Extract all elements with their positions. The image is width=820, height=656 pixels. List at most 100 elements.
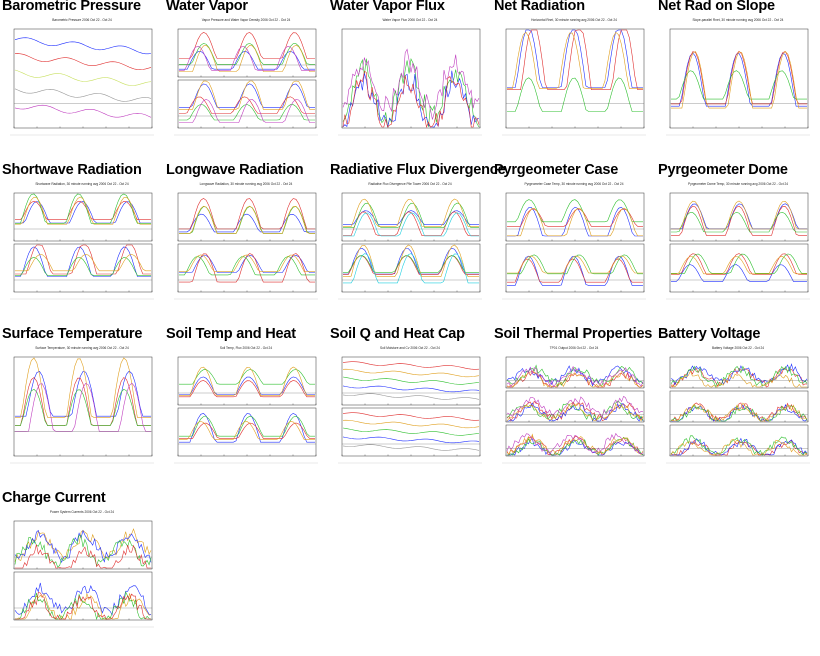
plot-series-line xyxy=(671,70,807,100)
plot-heading: Horizontal Rnet, 30 minute running avg 2… xyxy=(531,18,617,22)
plot-heading: Water Vapor Flux 2006 Oct 22 - Oct 24 xyxy=(383,18,438,22)
plot-thumbnail-link[interactable]: Surface Temperature, 30 minute running a… xyxy=(6,344,158,470)
plot-image: Battery Voltage 2006 Oct 22 - Oct 24 xyxy=(666,346,810,464)
plot-thumbnail-link[interactable]: Pyrgeometer Case Temp, 30 minute running… xyxy=(498,180,650,306)
plot-card-title: Surface Temperature xyxy=(2,326,143,342)
plot-series-line xyxy=(14,534,152,568)
plot-thumbnail-link[interactable]: Barometric Pressure 2006 Oct 22 - Oct 24 xyxy=(6,16,158,142)
plot-image: Soil Temp, Flux 2006 Oct 22 - Oct 24 xyxy=(174,346,318,464)
plot-series-line xyxy=(342,444,480,451)
plot-series-line xyxy=(343,244,479,277)
plot-series-line xyxy=(670,404,808,422)
plot-thumbnail-link[interactable]: Longwave Radiation, 30 minute running av… xyxy=(170,180,322,306)
plot-thumbnail-link[interactable]: TP01 Output 2006 Oct 22 - Oct 24 xyxy=(498,344,650,470)
plot-card: Battery Voltage Battery Voltage 2006 Oct … xyxy=(656,326,820,492)
plot-series-line xyxy=(14,53,152,71)
plot-series-line xyxy=(343,212,479,237)
plot-series-line xyxy=(179,32,315,59)
plot-image: TP01 Output 2006 Oct 22 - Oct 24 xyxy=(502,346,646,464)
plot-series-line xyxy=(507,29,643,88)
plot-card: Net Rad on Slope Slope-parallel Rnet, 30 … xyxy=(656,0,820,164)
plot-frame xyxy=(177,79,317,129)
plot-series-line xyxy=(506,436,644,456)
plot-series-line xyxy=(15,201,151,224)
plot-series-line xyxy=(671,203,807,230)
plot-series-line xyxy=(671,50,807,109)
plot-heading: Soil Temp, Flux 2006 Oct 22 - Oct 24 xyxy=(220,346,272,350)
plot-card-title: Longwave Radiation xyxy=(166,162,304,178)
plot-series-line xyxy=(342,393,480,400)
plot-frame xyxy=(13,28,153,129)
plot-series-line xyxy=(15,382,151,432)
plot-series-line xyxy=(507,199,643,223)
plot-series-line xyxy=(179,415,315,437)
plot-series-line xyxy=(179,366,315,396)
plot-series-line xyxy=(14,104,152,118)
plot-series-line xyxy=(506,402,644,422)
plot-image: Slope-parallel Rnet, 30 minute running a… xyxy=(666,18,810,136)
plot-card-title: Charge Current xyxy=(2,490,106,506)
plot-series-line xyxy=(15,200,151,220)
plot-image: Soil Moisture and Cv 2006 Oct 22 - Oct 2… xyxy=(338,346,482,464)
plot-card-title: Shortwave Radiation xyxy=(2,162,142,178)
plot-frame xyxy=(13,243,153,293)
plot-series-line xyxy=(343,255,479,273)
plot-series-line xyxy=(14,69,152,86)
plot-thumbnail-link[interactable]: Pyrgeometer Dome Temp, 30 minute running… xyxy=(662,180,814,306)
plot-thumbnail-link[interactable]: Soil Temp, Flux 2006 Oct 22 - Oct 24 xyxy=(170,344,322,470)
plot-series-line xyxy=(179,104,315,121)
plot-thumbnail-link[interactable]: Power System Currents 2006 Oct 22 - Oct … xyxy=(6,508,158,634)
plot-card-title: Soil Thermal Properties xyxy=(494,326,653,342)
plot-thumbnail-link[interactable]: Radiative Flux Divergence Pile Tower 200… xyxy=(334,180,486,306)
plot-series-line xyxy=(179,198,315,230)
plot-series-line xyxy=(179,376,315,395)
plot-series-line xyxy=(15,357,151,418)
plot-card: Soil Thermal Properties TP01 Output 2006 … xyxy=(492,326,656,492)
plot-series-line xyxy=(179,256,315,276)
plot-image: Radiative Flux Divergence Pile Tower 200… xyxy=(338,182,482,300)
plot-image: Surface Temperature, 30 minute running a… xyxy=(10,346,154,464)
plot-card: Net Radiation Horizontal Rnet, 30 minute … xyxy=(492,0,656,164)
plot-series-line xyxy=(671,50,807,105)
plot-card-title: Battery Voltage xyxy=(658,326,761,342)
plot-series-line xyxy=(507,206,643,237)
plot-frame xyxy=(13,520,153,570)
plot-series-line xyxy=(15,370,151,417)
plot-series-line xyxy=(179,253,315,283)
plot-thumbnail-link[interactable]: Slope-parallel Rnet, 30 minute running a… xyxy=(662,16,814,142)
plot-thumbnail-link[interactable]: Water Vapor Flux 2006 Oct 22 - Oct 24 xyxy=(334,16,486,142)
plot-series-line xyxy=(179,96,315,114)
plot-card-title: Soil Q and Heat Cap xyxy=(330,326,465,342)
plot-series-line xyxy=(179,369,315,385)
plot-card: Shortwave Radiation Shortwave Radiation, … xyxy=(0,162,164,328)
plot-card-title: Pyrgeometer Case xyxy=(494,162,619,178)
plot-series-line xyxy=(342,436,480,444)
plot-heading: Barometric Pressure 2006 Oct 22 - Oct 24 xyxy=(52,18,112,22)
plot-series-line xyxy=(506,371,644,388)
plot-thumbnail-link[interactable]: Soil Moisture and Cv 2006 Oct 22 - Oct 2… xyxy=(334,344,486,470)
plot-series-line xyxy=(179,98,315,123)
plot-thumbnail-link[interactable]: Vapor Pressure and Water Vapor Density 2… xyxy=(170,16,322,142)
plot-image: Water Vapor Flux 2006 Oct 22 - Oct 24 xyxy=(338,18,482,136)
plot-series-line xyxy=(507,208,643,227)
plot-series-line xyxy=(507,255,643,274)
plot-card: Surface Temperature Surface Temperature, … xyxy=(0,326,164,492)
plot-series-line xyxy=(343,253,479,284)
plot-frame xyxy=(13,192,153,242)
plot-frame xyxy=(13,356,153,457)
plot-thumbnail-link[interactable]: Battery Voltage 2006 Oct 22 - Oct 24 xyxy=(662,344,814,470)
plot-series-line xyxy=(179,43,315,65)
plot-series-line xyxy=(342,48,480,120)
plot-heading: Surface Temperature, 30 minute running a… xyxy=(35,346,129,350)
plot-series-line xyxy=(179,254,315,272)
plot-thumbnail-link[interactable]: Horizontal Rnet, 30 minute running avg 2… xyxy=(498,16,650,142)
plot-thumbnail-link[interactable]: Shortwave Radiation, 30 minute running a… xyxy=(6,180,158,306)
plot-series-line xyxy=(670,402,808,422)
plot-series-line xyxy=(15,253,151,272)
plot-heading: Pyrgeometer Case Temp, 30 minute running… xyxy=(525,182,624,186)
plot-image: Horizontal Rnet, 30 minute running avg 2… xyxy=(502,18,646,136)
plot-card-title: Water Vapor xyxy=(166,0,248,14)
plot-card: Pyrgeometer Case Pyrgeometer Case Temp, 3… xyxy=(492,162,656,328)
plot-series-line xyxy=(179,380,315,398)
plot-series-line xyxy=(507,77,643,112)
